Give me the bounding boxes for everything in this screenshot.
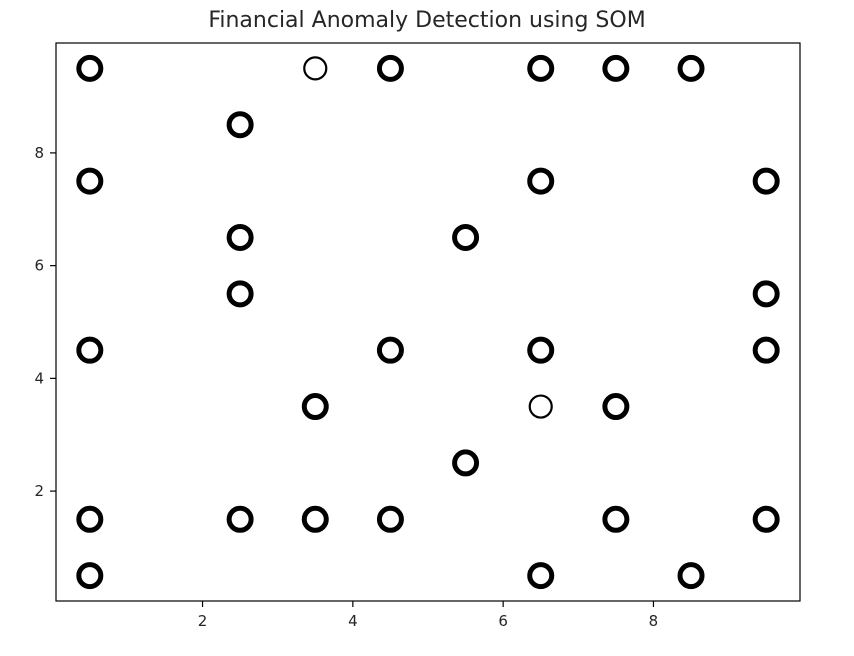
data-point [677, 54, 705, 82]
plot-frame [55, 42, 801, 602]
x-tick-label: 2 [198, 612, 208, 630]
data-point [76, 562, 104, 590]
y-tick-label: 4 [34, 369, 44, 387]
data-point [602, 505, 630, 533]
y-tick-label: 8 [34, 144, 44, 162]
data-point [602, 393, 630, 421]
data-point [76, 167, 104, 195]
data-point [301, 505, 329, 533]
chart-title: Financial Anomaly Detection using SOM [208, 8, 646, 33]
data-point [376, 336, 404, 364]
data-point [752, 167, 780, 195]
data-point [452, 223, 480, 251]
x-tick-label: 6 [498, 612, 508, 630]
data-point [376, 505, 404, 533]
data-point [226, 280, 254, 308]
data-point [752, 336, 780, 364]
x-tick-label: 8 [649, 612, 659, 630]
data-point [303, 56, 328, 81]
data-point [677, 562, 705, 590]
data-point [452, 449, 480, 477]
data-point [226, 223, 254, 251]
marks-layer [76, 54, 780, 590]
data-point [527, 54, 555, 82]
data-point [76, 336, 104, 364]
data-point [752, 505, 780, 533]
data-point [528, 394, 553, 419]
data-point [527, 336, 555, 364]
data-point [527, 562, 555, 590]
data-point [602, 54, 630, 82]
data-point [76, 54, 104, 82]
axes-layer: 2 4 6 8 2 4 6 8 [34, 42, 801, 630]
data-point [376, 54, 404, 82]
data-point [226, 505, 254, 533]
data-point [527, 167, 555, 195]
data-point [76, 505, 104, 533]
y-tick-label: 6 [34, 257, 44, 275]
data-point [752, 280, 780, 308]
y-tick-label: 2 [34, 482, 44, 500]
data-point [301, 393, 329, 421]
x-tick-label: 4 [348, 612, 358, 630]
data-point [226, 111, 254, 139]
